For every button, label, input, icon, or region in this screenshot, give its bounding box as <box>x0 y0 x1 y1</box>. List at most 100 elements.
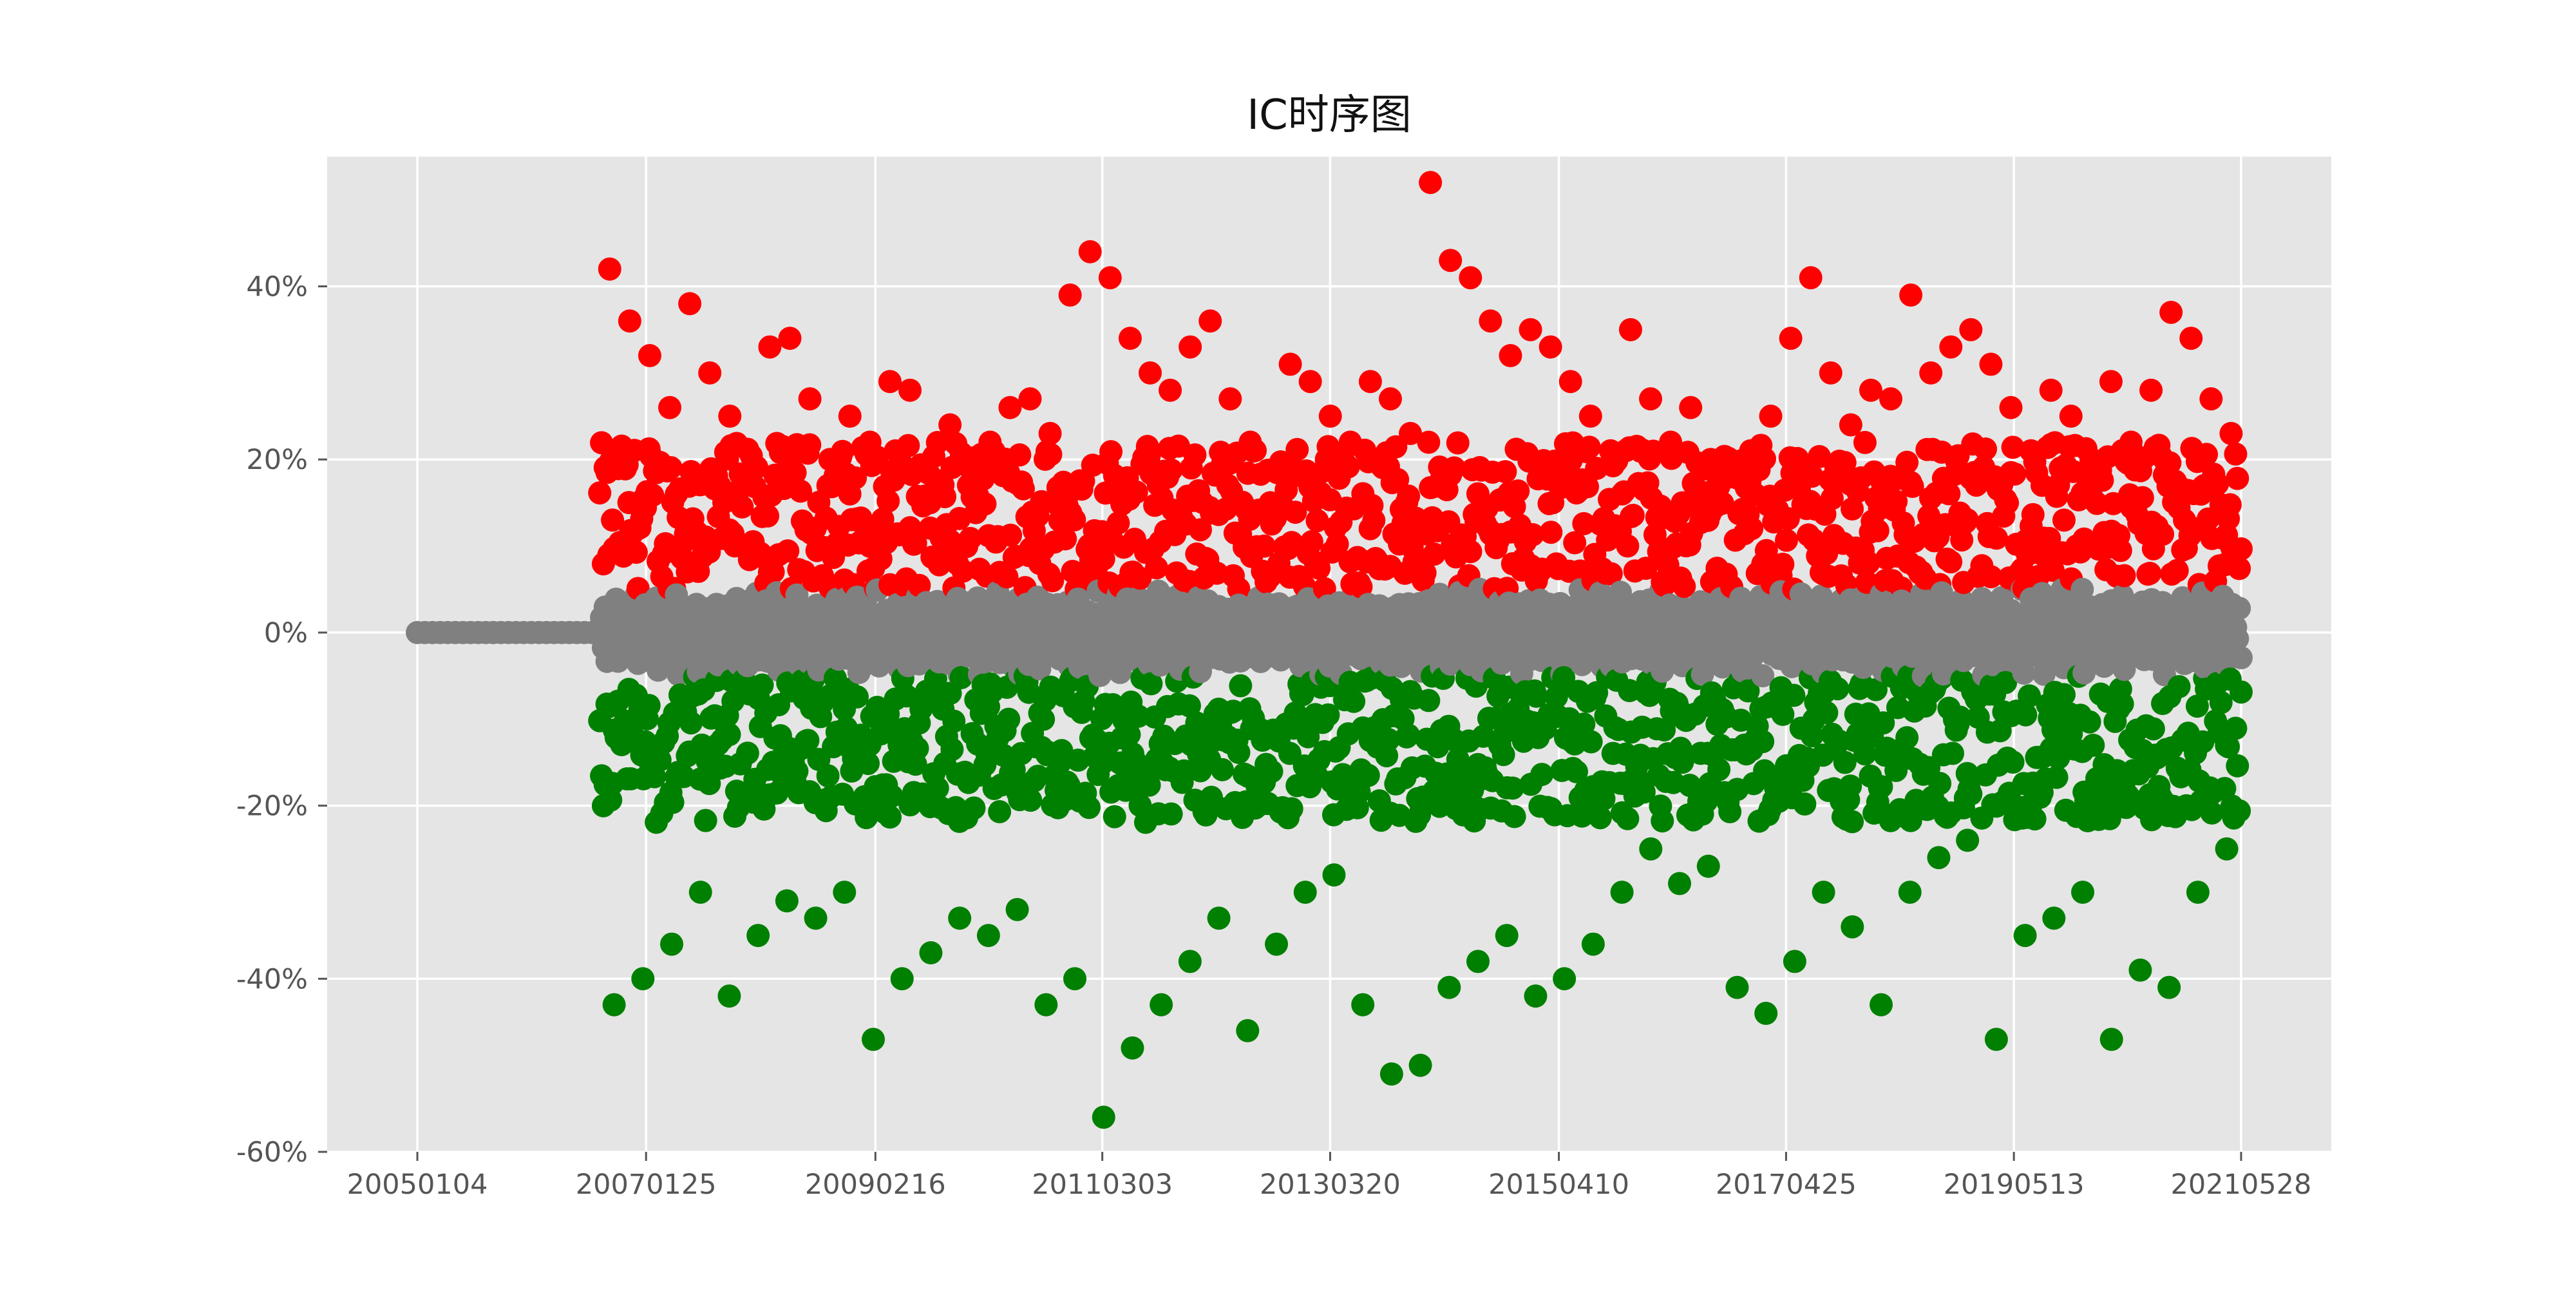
data-point <box>1039 443 1063 466</box>
data-point <box>2001 435 2025 459</box>
data-point <box>999 523 1023 547</box>
data-point <box>1639 387 1663 411</box>
data-point <box>1399 421 1423 445</box>
data-point <box>2128 958 2152 982</box>
data-point <box>735 741 759 765</box>
data-point <box>1495 924 1519 948</box>
data-point <box>949 665 973 689</box>
data-point <box>2226 466 2249 490</box>
data-point <box>905 736 929 760</box>
data-point <box>1137 773 1161 797</box>
data-point <box>1159 458 1183 482</box>
data-point <box>1710 492 1734 515</box>
data-point <box>1479 309 1502 333</box>
data-point <box>1694 790 1718 814</box>
data-point <box>878 370 902 394</box>
data-point <box>718 405 742 428</box>
data-point <box>775 889 799 913</box>
x-tick-label: 20170425 <box>1716 1169 1857 1201</box>
data-point <box>2071 880 2095 904</box>
data-point <box>940 738 964 761</box>
data-point <box>1959 782 1983 806</box>
data-point <box>1859 378 1882 402</box>
data-point <box>2098 807 2121 830</box>
data-point <box>1179 335 1202 359</box>
data-point <box>2141 717 2165 741</box>
data-point <box>601 508 625 532</box>
data-point <box>2218 493 2242 517</box>
data-point <box>1362 508 1386 532</box>
data-point <box>1238 430 1262 454</box>
data-point <box>1098 266 1122 290</box>
data-point <box>1751 664 1775 688</box>
data-point <box>1699 448 1723 472</box>
data-point <box>1853 430 1877 454</box>
data-point <box>1751 730 1775 754</box>
data-point <box>1775 528 1799 552</box>
data-point <box>2224 442 2248 466</box>
data-point <box>2099 370 2123 394</box>
data-point <box>844 466 867 490</box>
data-point <box>2217 735 2240 759</box>
data-point <box>1950 528 1974 552</box>
data-point <box>1386 468 1410 492</box>
data-point <box>2072 661 2096 685</box>
data-point <box>1618 318 1642 341</box>
data-point <box>1519 318 1542 341</box>
data-point <box>746 924 770 948</box>
data-point <box>2130 486 2154 510</box>
data-point <box>1520 523 1544 547</box>
data-point <box>1413 561 1437 585</box>
axes: -60% -40% -20% 0% 20% 40% 20050104 20070125 2009… <box>236 271 2311 1201</box>
data-point <box>1459 540 1482 564</box>
data-point <box>1563 531 1587 555</box>
data-point <box>998 396 1022 419</box>
data-point <box>1996 491 2020 515</box>
data-point <box>2052 508 2076 532</box>
data-point <box>1499 344 1522 367</box>
data-point <box>1099 440 1123 464</box>
data-point <box>1236 1018 1260 1042</box>
data-point <box>1553 967 1577 991</box>
data-point <box>648 748 672 772</box>
data-point <box>904 531 927 555</box>
data-point <box>2019 439 2043 463</box>
data-point <box>1338 430 1362 454</box>
data-point <box>1841 810 1864 834</box>
data-point <box>1653 718 1676 741</box>
data-point <box>1979 565 2003 589</box>
data-point <box>1188 518 1212 542</box>
data-point <box>1776 507 1800 531</box>
data-point <box>1253 534 1276 558</box>
data-point <box>1800 464 1824 488</box>
data-point <box>2012 661 2036 685</box>
data-point <box>1740 517 1764 540</box>
data-point <box>1552 665 1576 689</box>
data-point <box>1578 405 1602 428</box>
data-point <box>1524 684 1548 708</box>
data-point <box>1258 491 1282 515</box>
data-point <box>1063 967 1087 991</box>
data-point <box>1183 443 1207 467</box>
data-point <box>1621 503 1645 527</box>
data-point <box>1296 725 1320 749</box>
data-point <box>1736 679 1760 703</box>
data-point <box>1899 283 1923 307</box>
data-point <box>2045 765 2069 789</box>
data-point <box>890 967 914 991</box>
data-point <box>654 531 677 555</box>
data-point <box>2013 924 2037 948</box>
data-point <box>833 880 857 904</box>
data-point <box>2023 807 2047 831</box>
x-tick-label: 20150410 <box>1488 1169 1629 1201</box>
data-point <box>2014 703 2038 727</box>
data-point <box>1417 430 1441 454</box>
data-point <box>2112 564 2136 588</box>
x-tick-label: 20070125 <box>576 1169 717 1201</box>
data-point <box>756 504 780 528</box>
data-point <box>1159 378 1182 402</box>
data-point <box>1718 800 1742 824</box>
data-point <box>1260 760 1283 783</box>
data-point <box>1871 711 1895 735</box>
data-point <box>688 880 712 904</box>
